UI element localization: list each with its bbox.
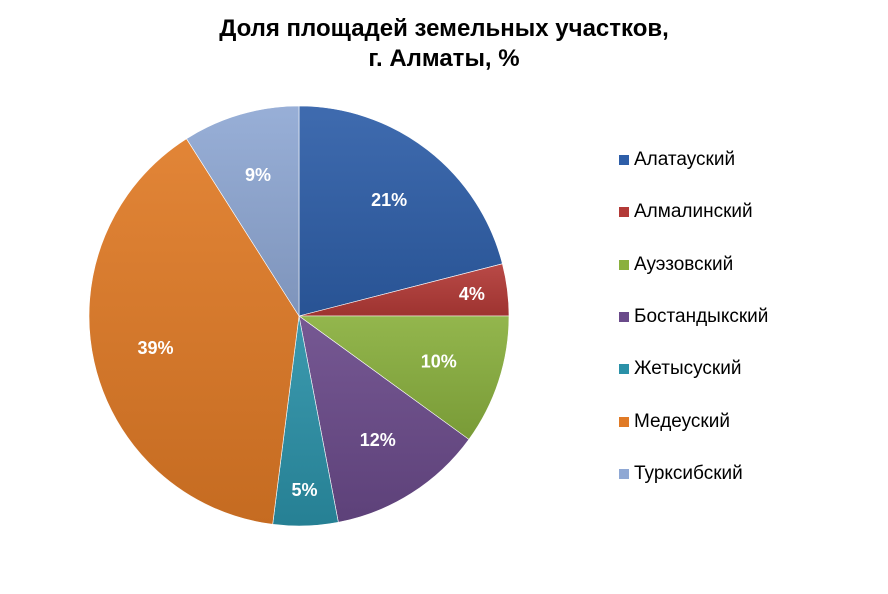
pie-data-label-1: 21%	[371, 190, 407, 210]
legend-label: Жетысуский	[634, 358, 742, 380]
legend-label: Бостандыкский	[634, 306, 769, 328]
pie-data-label-2: 4%	[459, 284, 485, 304]
legend-item: Бостандыкский	[619, 291, 879, 343]
legend-label: Турксибский	[634, 462, 743, 484]
pie-slice-7	[186, 105, 300, 318]
pie-slice-3	[298, 315, 510, 440]
legend-item: Жетысуский	[619, 343, 879, 395]
legend-item: Алатауский	[619, 134, 879, 186]
legend-item: Алмалинский	[619, 186, 879, 238]
chart-title-line-2: г. Алматы, %	[368, 45, 520, 72]
pie-data-label-5: 5%	[291, 480, 317, 500]
pie-data-label-3: 10%	[421, 351, 457, 371]
pie-data-label-7: 9%	[245, 165, 271, 185]
pie-data-label-4: 12%	[360, 430, 396, 450]
legend-swatch	[619, 312, 629, 323]
pie-data-label-6: 39%	[138, 338, 174, 358]
legend-swatch	[619, 364, 629, 375]
pie-data-labels: 21% 4% 10% 12% 5% 39% 9%	[138, 165, 485, 500]
legend-item: Медеуский	[619, 395, 879, 447]
legend-swatch	[619, 207, 629, 218]
legend-item: Турксибский	[619, 448, 879, 500]
legend-label: Ауэзовский	[634, 253, 734, 275]
legend-label: Алатауский	[634, 149, 736, 171]
legend-label: Алмалинский	[634, 201, 753, 223]
chart-title-line-1: Доля площадей земельных участков,	[219, 15, 669, 42]
pie-slice-1	[298, 105, 503, 317]
pie-slice-4	[298, 315, 470, 523]
legend-label: Медеуский	[634, 410, 730, 432]
legend-swatch	[619, 416, 629, 427]
legend-swatch	[619, 259, 629, 270]
chart-legend: Алатауский Алмалинский Ауэзовский Бостандык…	[619, 134, 879, 500]
legend-swatch	[619, 155, 629, 166]
pie-slices	[88, 105, 510, 527]
chart-title: Доля площадей земельных участков, г. Алм…	[0, 14, 888, 74]
legend-swatch	[619, 468, 629, 479]
legend-item: Ауэзовский	[619, 239, 879, 291]
pie-slice-6	[88, 138, 300, 525]
